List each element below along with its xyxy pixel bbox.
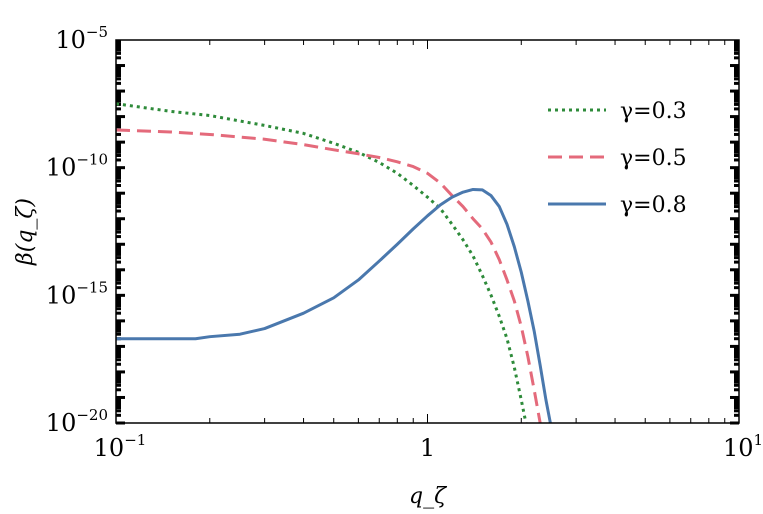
plot-frame: [115, 39, 740, 424]
series-layer: [116, 102, 552, 423]
legend-label-1: γ=0.5: [620, 146, 687, 171]
x-tick-label: 10−1: [94, 431, 147, 462]
series-line-1: [116, 128, 542, 423]
y-axis-label: β(q_ζ): [13, 198, 38, 266]
y-tick-label: 10−20: [46, 406, 108, 437]
y-tick-label-base: 10: [46, 281, 77, 309]
legend-label-2: γ=0.8: [620, 193, 687, 218]
ticks-layer: [115, 39, 740, 425]
y-tick-label: 10−10: [46, 151, 108, 182]
y-tick-label-exp: −10: [76, 151, 108, 169]
y-tick-label: 10−15: [46, 278, 108, 309]
y-tick-label-exp: −15: [76, 278, 108, 296]
y-tick-label-base: 10: [55, 26, 86, 54]
x-tick-label: 1: [420, 434, 435, 462]
x-tick-label-base: 10: [723, 434, 754, 462]
legend-label-0: γ=0.3: [620, 99, 687, 124]
legend: γ=0.3 γ=0.5 γ=0.8: [548, 99, 687, 218]
y-tick-label-base: 10: [46, 409, 77, 437]
x-tick-label-base: 1: [420, 434, 435, 462]
y-tick-label-base: 10: [46, 154, 77, 182]
x-tick-label-base: 10: [94, 434, 125, 462]
y-tick-label-exp: −20: [76, 406, 108, 424]
series-line-2: [116, 187, 552, 423]
x-tick-label: 101: [723, 431, 763, 462]
y-tick-label: 10−5: [55, 23, 108, 54]
x-tick-label-exp: 1: [754, 431, 763, 449]
x-axis-label: q_ζ: [409, 484, 448, 509]
series-line-0: [116, 102, 528, 423]
x-tick-label-exp: −1: [124, 431, 146, 449]
y-tick-label-exp: −5: [86, 23, 108, 41]
